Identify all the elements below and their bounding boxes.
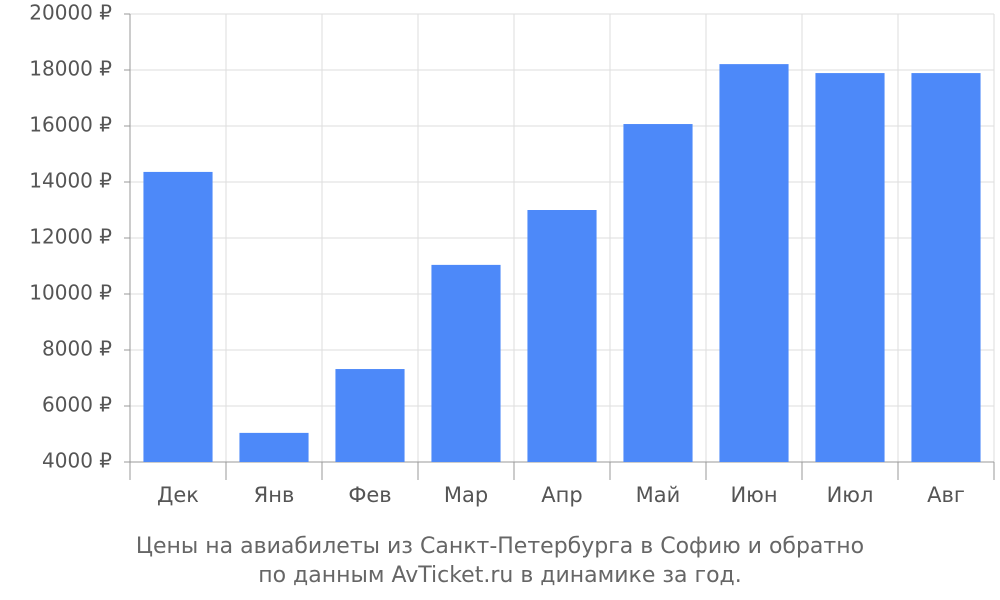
y-tick-label: 6000 ₽ [42, 393, 112, 417]
y-tick-label: 20000 ₽ [29, 1, 112, 25]
x-tick-label: Апр [541, 483, 582, 507]
bar [143, 171, 213, 463]
y-tick-label: 16000 ₽ [29, 113, 112, 137]
bar [911, 73, 981, 462]
x-tick-label: Янв [254, 483, 295, 507]
y-tick-label: 14000 ₽ [29, 169, 112, 193]
x-tick-label: Мар [444, 483, 488, 507]
bar [335, 369, 405, 462]
caption: Цены на авиабилеты из Санкт-Петербурга в… [136, 534, 864, 559]
y-tick-label: 10000 ₽ [29, 281, 112, 305]
bar [719, 64, 789, 463]
bar [239, 432, 309, 462]
bar [623, 124, 693, 462]
y-tick-label: 4000 ₽ [42, 449, 112, 473]
y-tick-label: 18000 ₽ [29, 57, 112, 81]
x-tick-label: Авг [927, 483, 965, 507]
bar [527, 210, 597, 462]
x-tick-label: Май [636, 483, 681, 507]
x-tick-label: Фев [348, 483, 391, 507]
x-tick-label: Июн [730, 483, 777, 507]
bar [815, 73, 885, 462]
y-tick-label: 12000 ₽ [29, 225, 112, 249]
y-tick-label: 8000 ₽ [42, 337, 112, 361]
x-tick-label: Дек [157, 483, 199, 507]
bar [431, 264, 501, 462]
caption: по данным AvTicket.ru в динамике за год. [258, 563, 742, 588]
x-tick-label: Июл [827, 483, 874, 507]
